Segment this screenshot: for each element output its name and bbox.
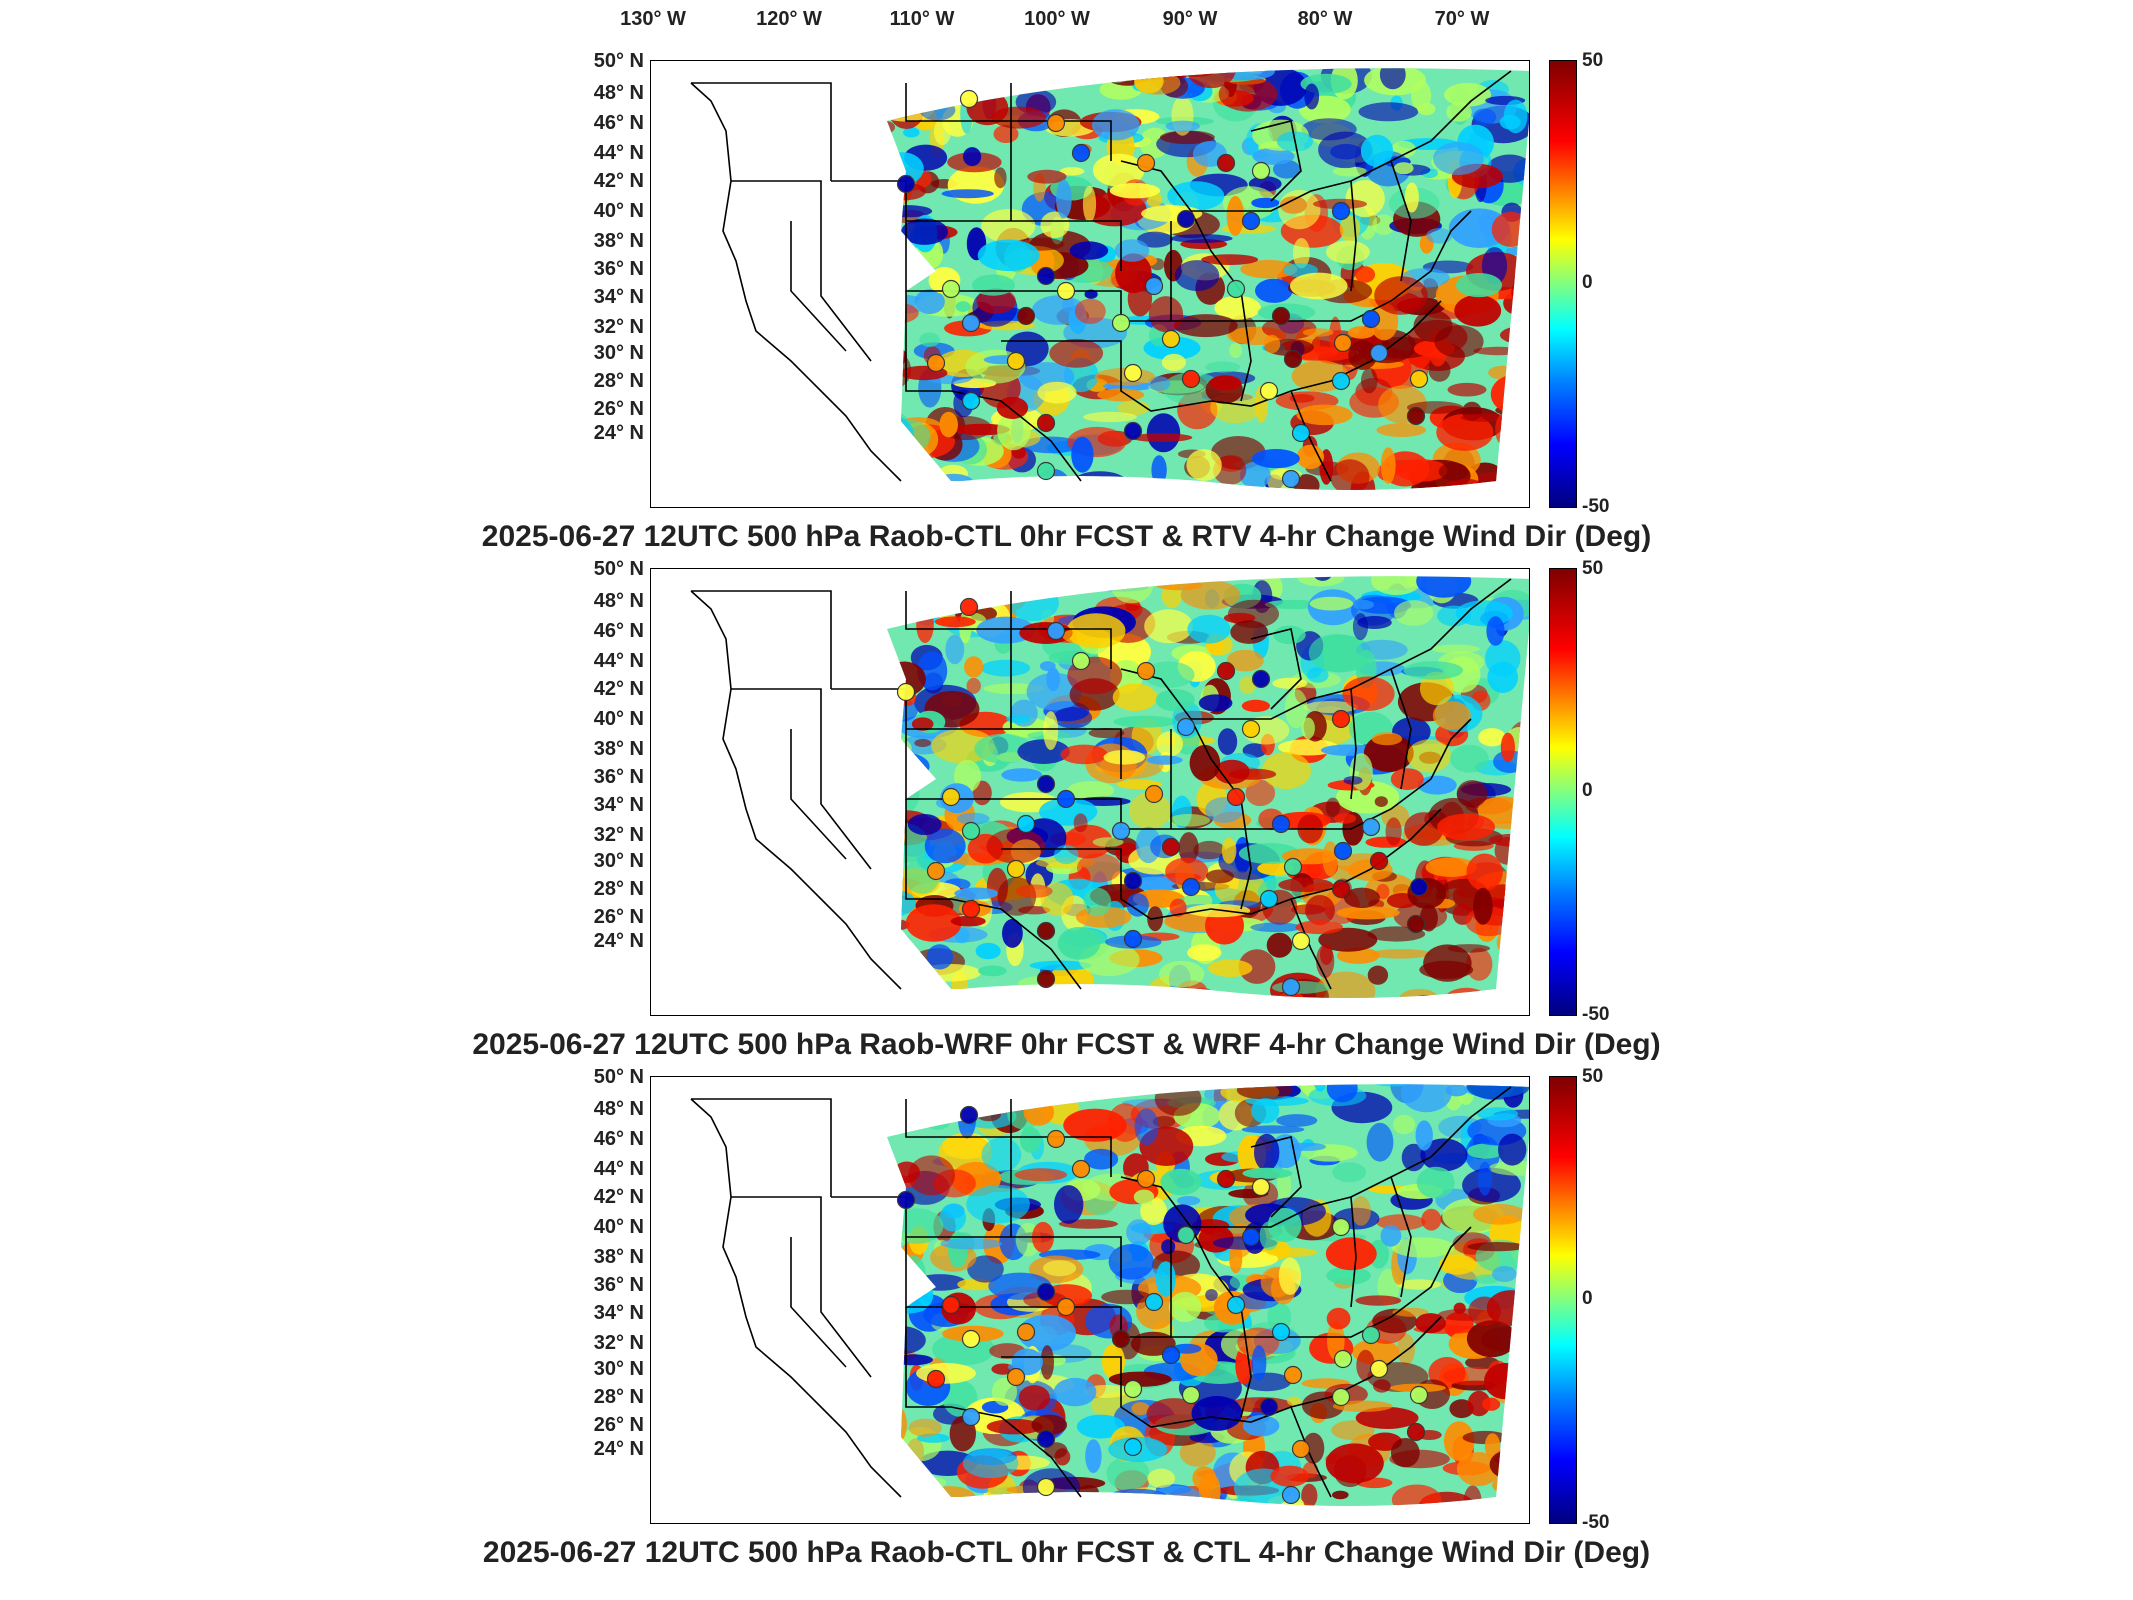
lat-tick-label: 26° N bbox=[593, 906, 644, 928]
lat-tick-label: 34° N bbox=[593, 1302, 644, 1324]
lat-tick-label: 40° N bbox=[593, 1216, 644, 1238]
colorbar-min-label: -50 bbox=[1582, 1512, 1610, 1533]
map-panel-2: 50 0 -50 2025-06-27 12UTC 500 hPa Raob-W… bbox=[0, 558, 2133, 1088]
lat-tick-label: 36° N bbox=[593, 258, 644, 280]
lat-tick-label: 42° N bbox=[593, 1186, 644, 1208]
lon-tick-label: 90° W bbox=[1162, 8, 1218, 30]
lat-tick-label: 48° N bbox=[593, 590, 644, 612]
panel-title: 2025-06-27 12UTC 500 hPa Raob-CTL 0hr FC… bbox=[482, 1536, 1651, 1569]
lat-tick-label: 36° N bbox=[593, 1274, 644, 1296]
colorbar bbox=[1549, 60, 1577, 508]
lat-tick-label: 38° N bbox=[593, 738, 644, 760]
lat-tick-label: 46° N bbox=[593, 620, 644, 642]
panel-title: 2025-06-27 12UTC 500 hPa Raob-CTL 0hr FC… bbox=[481, 520, 1652, 553]
lat-tick-label: 44° N bbox=[593, 1158, 644, 1180]
map-panel-1: 50 0 -50 2025-06-27 12UTC 500 hPa Raob-C… bbox=[0, 50, 2133, 580]
colorbar bbox=[1549, 568, 1577, 1016]
colorbar-mid-label: 0 bbox=[1582, 780, 1593, 801]
lat-tick-label: 38° N bbox=[593, 230, 644, 252]
lat-tick-label: 26° N bbox=[593, 398, 644, 420]
lat-tick-label: 30° N bbox=[593, 850, 644, 872]
lat-tick-label: 24° N bbox=[593, 422, 644, 444]
map-plot bbox=[690, 68, 1529, 490]
lat-tick-label: 40° N bbox=[593, 200, 644, 222]
lon-tick-label: 120° W bbox=[756, 8, 822, 30]
map-panel-3: 50 0 -50 2025-06-27 12UTC 500 hPa Raob-C… bbox=[0, 1066, 2133, 1596]
lat-tick-label: 42° N bbox=[593, 678, 644, 700]
map-frame bbox=[650, 568, 1530, 1016]
colorbar-mid-label: 0 bbox=[1582, 1288, 1593, 1309]
colorbar bbox=[1549, 1076, 1577, 1524]
longitude-axis: 130° W 120° W 110° W 100° W 90° W 80° W … bbox=[0, 0, 2133, 40]
map-frame bbox=[650, 60, 1530, 508]
lat-tick-label: 32° N bbox=[593, 316, 644, 338]
lat-tick-label: 38° N bbox=[593, 1246, 644, 1268]
colorbar-max-label: 50 bbox=[1582, 558, 1604, 579]
lat-tick-label: 44° N bbox=[593, 650, 644, 672]
lat-tick-label: 30° N bbox=[593, 1358, 644, 1380]
lat-tick-label: 32° N bbox=[593, 824, 644, 846]
lat-tick-label: 28° N bbox=[593, 1386, 644, 1408]
lat-tick-label: 48° N bbox=[593, 1098, 644, 1120]
map-frame bbox=[650, 1076, 1530, 1524]
panel-title: 2025-06-27 12UTC 500 hPa Raob-WRF 0hr FC… bbox=[472, 1028, 1661, 1061]
lat-tick-label: 50° N bbox=[593, 558, 644, 580]
lat-tick-label: 36° N bbox=[593, 766, 644, 788]
colorbar-mid-label: 0 bbox=[1582, 272, 1593, 293]
colorbar-max-label: 50 bbox=[1582, 1066, 1604, 1087]
lat-tick-label: 24° N bbox=[593, 930, 644, 952]
lat-tick-label: 30° N bbox=[593, 342, 644, 364]
lon-tick-label: 130° W bbox=[620, 8, 686, 30]
lat-tick-label: 44° N bbox=[593, 142, 644, 164]
lat-tick-label: 50° N bbox=[593, 1066, 644, 1088]
lon-tick-label: 110° W bbox=[889, 8, 955, 30]
lat-tick-label: 28° N bbox=[593, 370, 644, 392]
lat-tick-label: 28° N bbox=[593, 878, 644, 900]
lat-tick-label: 50° N bbox=[593, 50, 644, 72]
lon-tick-label: 100° W bbox=[1024, 8, 1090, 30]
colorbar-max-label: 50 bbox=[1582, 50, 1604, 71]
lon-tick-label: 80° W bbox=[1297, 8, 1353, 30]
lat-tick-label: 34° N bbox=[593, 286, 644, 308]
map-plot bbox=[690, 1084, 1529, 1506]
colorbar-min-label: -50 bbox=[1582, 1004, 1610, 1025]
lon-tick-label: 70° W bbox=[1434, 8, 1490, 30]
colorbar-min-label: -50 bbox=[1582, 496, 1610, 517]
lat-tick-label: 48° N bbox=[593, 82, 644, 104]
lat-tick-label: 26° N bbox=[593, 1414, 644, 1436]
lat-tick-label: 34° N bbox=[593, 794, 644, 816]
map-plot bbox=[690, 576, 1529, 998]
lat-tick-label: 46° N bbox=[593, 1128, 644, 1150]
lat-tick-label: 40° N bbox=[593, 708, 644, 730]
lat-tick-label: 32° N bbox=[593, 1332, 644, 1354]
lat-tick-label: 24° N bbox=[593, 1438, 644, 1460]
lat-tick-label: 42° N bbox=[593, 170, 644, 192]
lat-tick-label: 46° N bbox=[593, 112, 644, 134]
